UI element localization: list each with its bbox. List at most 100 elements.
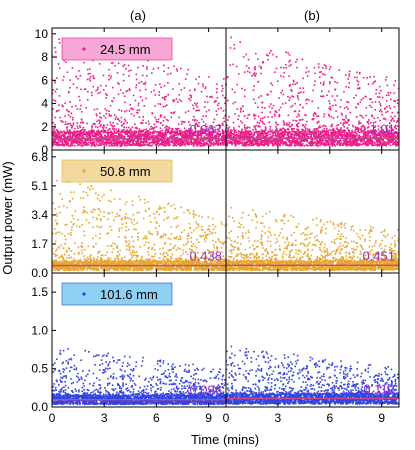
scatter-point: [389, 107, 391, 109]
scatter-point: [164, 116, 166, 119]
scatter-point: [339, 128, 342, 131]
scatter-point: [384, 131, 387, 134]
scatter-point: [86, 143, 88, 145]
scatter-point: [215, 135, 218, 138]
scatter-point: [362, 116, 364, 119]
scatter-point: [356, 116, 358, 118]
scatter-point: [145, 97, 147, 100]
scatter-point: [310, 134, 313, 137]
scatter-point: [226, 139, 228, 141]
scatter-point: [327, 133, 329, 135]
scatter-point: [309, 144, 311, 147]
scatter-point: [333, 139, 335, 141]
scatter-point: [104, 142, 107, 144]
scatter-point: [281, 89, 284, 92]
scatter-point: [81, 121, 84, 123]
scatter-point: [187, 134, 189, 137]
scatter-point: [91, 94, 93, 97]
scatter-point: [388, 129, 391, 132]
scatter-point: [235, 138, 238, 141]
scatter-point: [246, 70, 249, 73]
scatter-point: [392, 128, 394, 131]
scatter-point: [304, 123, 307, 126]
scatter-point: [241, 139, 244, 141]
scatter-point: [105, 142, 108, 145]
scatter-point: [167, 131, 169, 134]
scatter-point: [249, 71, 251, 74]
scatter-point: [324, 130, 326, 133]
scatter-point: [52, 55, 54, 57]
scatter-point: [310, 143, 312, 146]
scatter-point: [109, 104, 112, 107]
scatter-point: [175, 134, 178, 136]
scatter-point: [368, 131, 370, 134]
scatter-point: [147, 254, 150, 256]
scatter-point: [141, 133, 144, 136]
scatter-point: [294, 83, 297, 86]
scatter-point: [98, 144, 100, 146]
scatter-point: [217, 136, 220, 138]
scatter-point: [348, 130, 350, 133]
scatter-point: [161, 129, 164, 132]
legend-marker: [82, 47, 86, 51]
scatter-point: [62, 133, 64, 136]
scatter-point: [278, 132, 281, 135]
scatter-point: [223, 136, 226, 139]
scatter-point: [277, 124, 279, 126]
scatter-point: [257, 115, 260, 118]
scatter-point: [246, 117, 249, 120]
scatter-point: [167, 82, 169, 84]
scatter-point: [337, 135, 340, 138]
scatter-point: [366, 143, 369, 146]
scatter-point: [255, 52, 257, 55]
scatter-point: [284, 131, 286, 133]
scatter-point: [130, 113, 133, 115]
scatter-point: [311, 132, 314, 135]
scatter-point: [297, 122, 300, 125]
scatter-point: [253, 72, 256, 74]
scatter-point: [119, 136, 122, 139]
scatter-point: [338, 69, 341, 71]
scatter-point: [322, 130, 324, 132]
scatter-point: [110, 130, 112, 133]
scatter-point: [107, 131, 109, 133]
scatter-point: [265, 135, 267, 137]
scatter-point: [211, 96, 213, 98]
scatter-point: [203, 135, 206, 138]
scatter-point: [239, 136, 241, 138]
scatter-point: [132, 249, 134, 252]
scatter-point: [395, 141, 398, 143]
scatter-point: [281, 128, 283, 131]
scatter-point: [332, 134, 335, 137]
scatter-point: [190, 135, 193, 137]
scatter-point: [210, 142, 213, 145]
scatter-point: [125, 126, 128, 129]
scatter-point: [232, 135, 235, 138]
scatter-point: [116, 72, 119, 74]
scatter-point: [379, 104, 382, 107]
scatter-point: [61, 79, 64, 81]
scatter-point: [140, 131, 142, 134]
scatter-point: [108, 115, 111, 117]
scatter-point: [252, 128, 254, 131]
scatter-point: [348, 131, 351, 134]
scatter-point: [61, 140, 64, 143]
scatter-point: [256, 136, 259, 138]
scatter-point: [344, 136, 347, 139]
scatter-point: [297, 129, 299, 132]
scatter-point: [57, 63, 60, 65]
scatter-point: [75, 142, 78, 145]
scatter-point: [352, 125, 355, 128]
scatter-point: [382, 135, 385, 138]
scatter-point: [332, 142, 334, 145]
scatter-point: [135, 135, 138, 138]
scatter-point: [343, 142, 345, 145]
scatter-point: [367, 132, 370, 134]
scatter-point: [287, 133, 290, 135]
scatter-point: [363, 132, 366, 134]
scatter-point: [302, 123, 305, 126]
scatter-point: [137, 144, 139, 146]
scatter-point: [138, 143, 141, 145]
scatter-point: [277, 136, 279, 138]
scatter-point: [147, 133, 150, 136]
